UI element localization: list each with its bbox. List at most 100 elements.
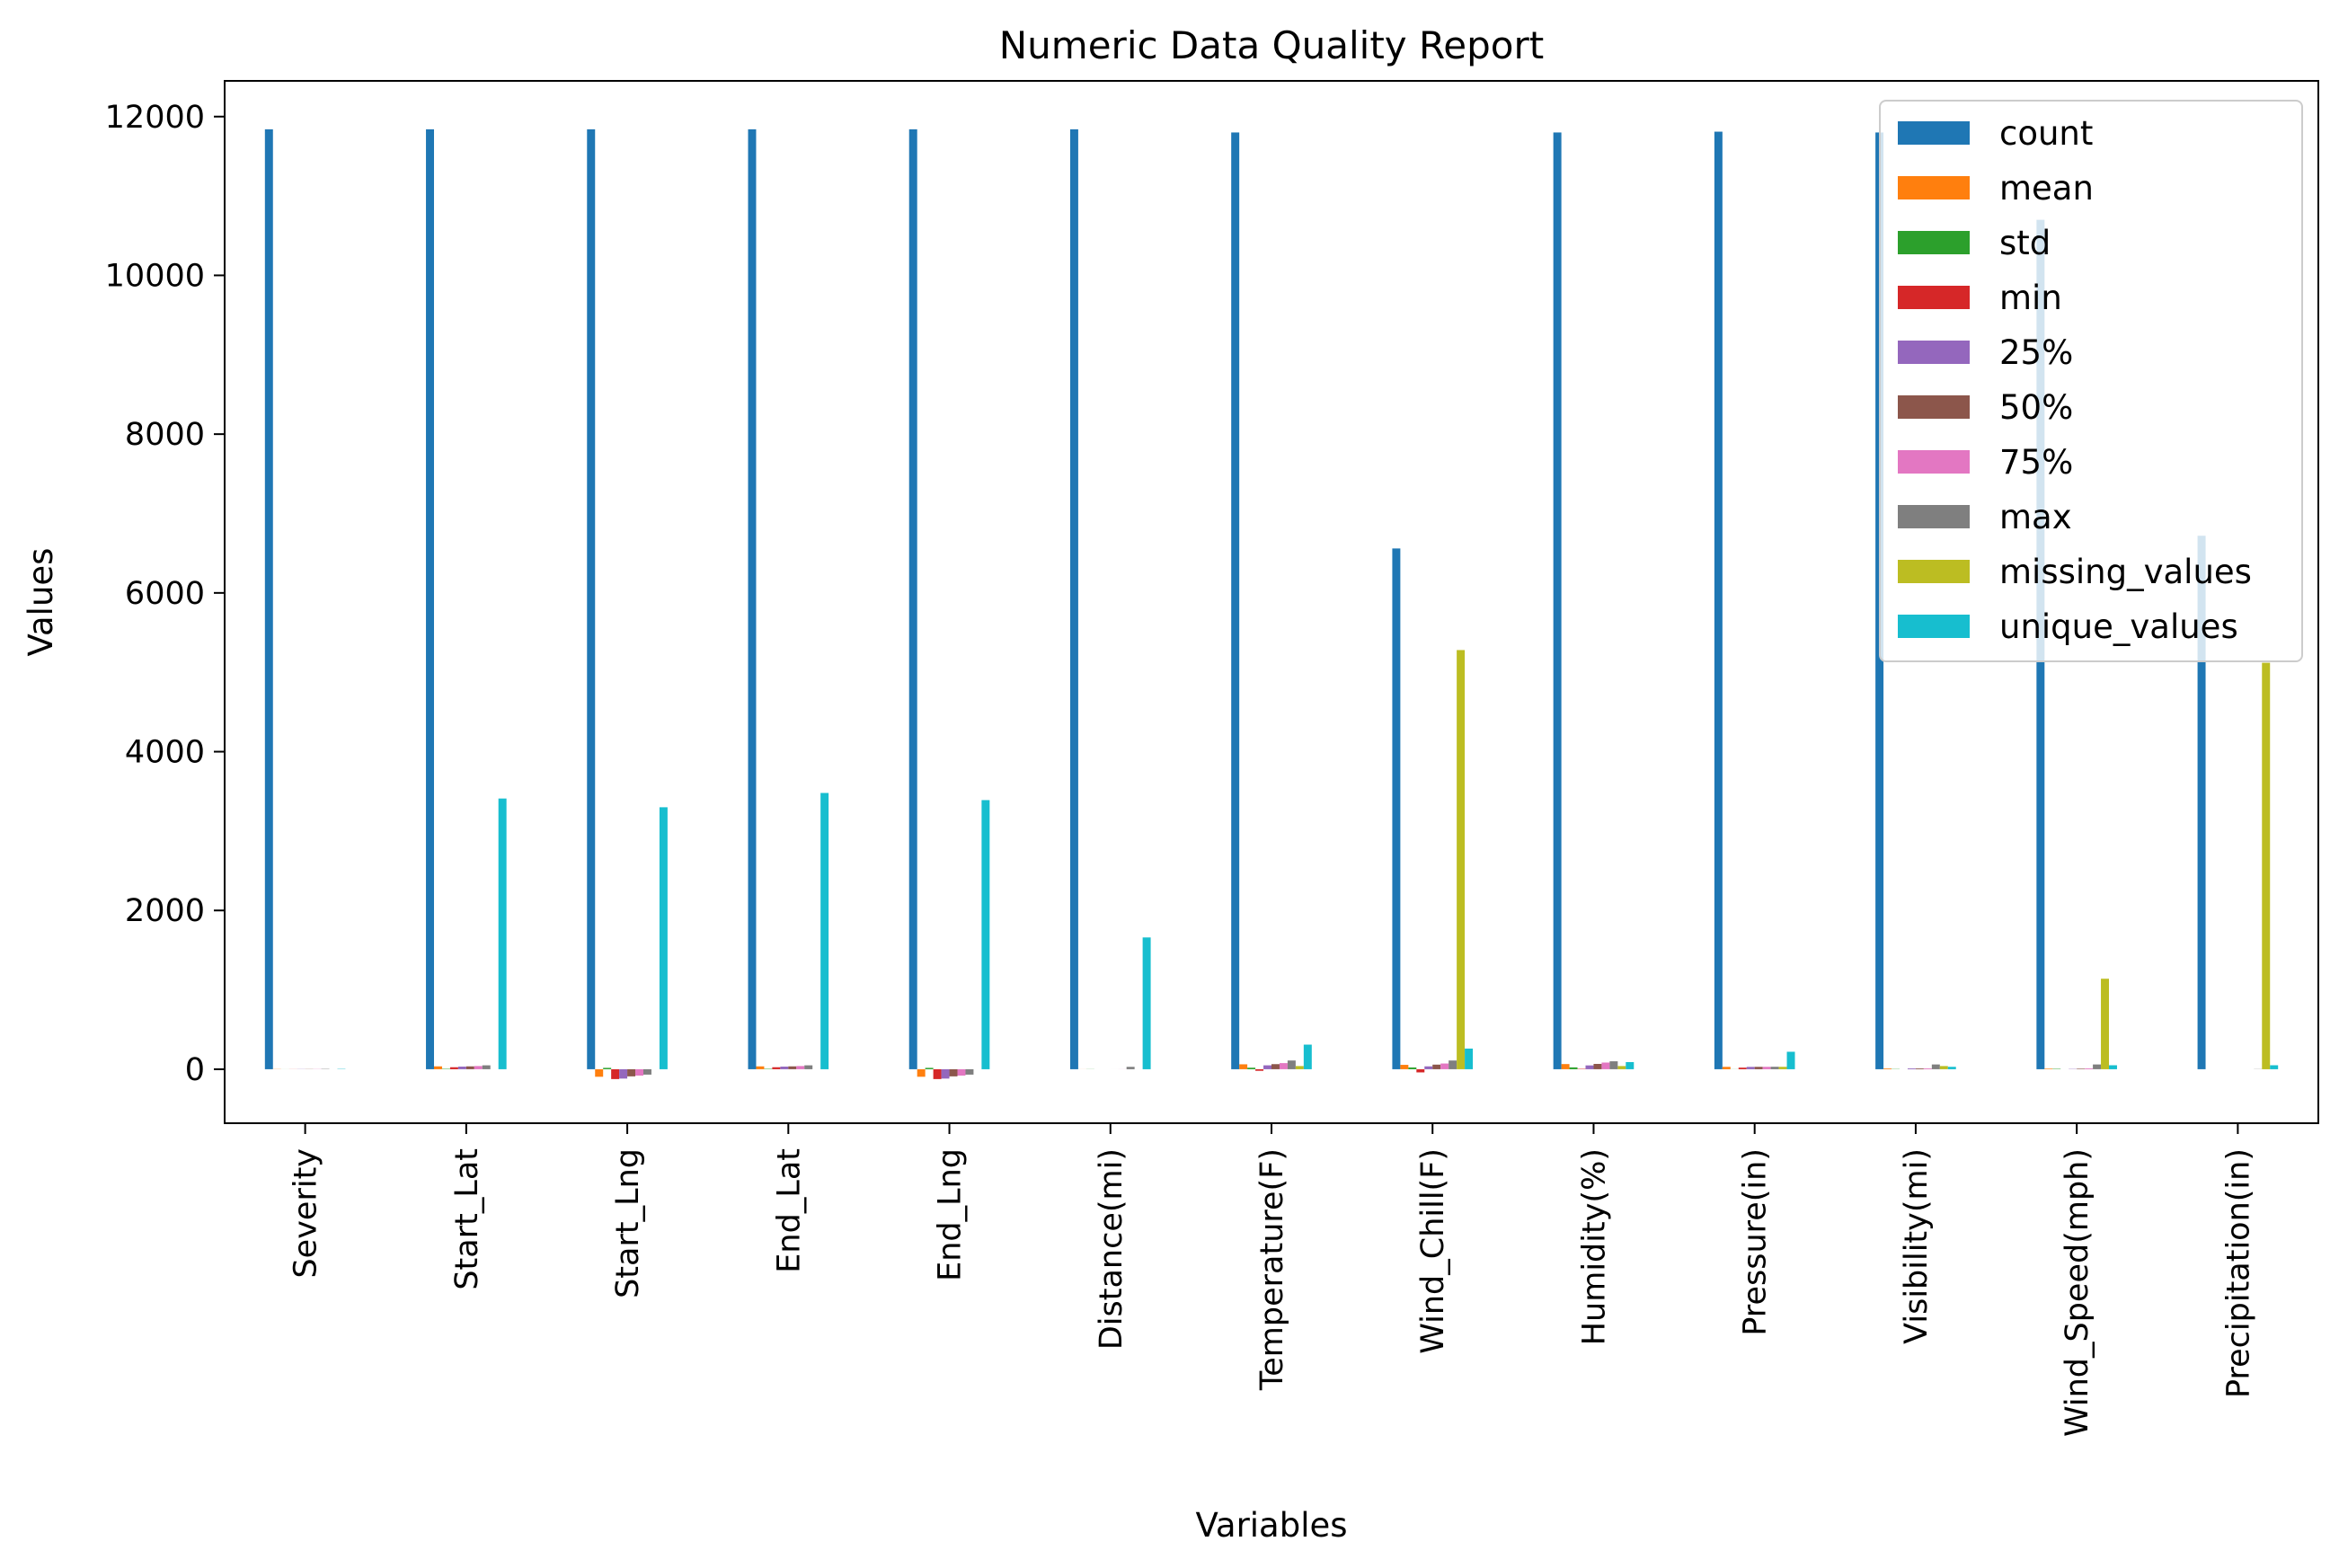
axes-layer: 0 2000 4000 6000 8000 10000 12000 Severity Start… — [105, 80, 2319, 1437]
bar-unique_values-9 — [1786, 1051, 1795, 1069]
y-tick-label: 12000 — [105, 100, 205, 136]
x-tick-label: Start_Lat — [449, 1148, 485, 1290]
y-tick-label: 6000 — [125, 576, 205, 612]
x-tick-label: End_Lng — [933, 1148, 969, 1281]
bar-max-11 — [2093, 1064, 2102, 1069]
bar-max-10 — [1931, 1064, 1940, 1069]
bar-75%-2 — [635, 1068, 643, 1076]
bar-missing_values-10 — [1939, 1066, 1948, 1069]
bars-layer — [264, 128, 2279, 1079]
legend-swatch — [1898, 560, 1970, 583]
bar-count-6 — [1231, 132, 1240, 1069]
x-tick-label: Humidity(%) — [1576, 1148, 1612, 1345]
bar-min-6 — [1255, 1068, 1264, 1071]
bar-75%-11 — [2085, 1068, 2094, 1069]
bar-min-4 — [933, 1068, 942, 1079]
bar-25%-4 — [941, 1068, 950, 1079]
bar-missing_values-11 — [2101, 979, 2109, 1069]
bar-count-7 — [1392, 548, 1401, 1069]
bar-50%-8 — [1593, 1064, 1602, 1069]
bar-mean-10 — [1883, 1068, 1892, 1069]
bar-mean-6 — [1239, 1064, 1248, 1069]
bar-unique_values-7 — [1465, 1048, 1474, 1069]
bar-mean-4 — [917, 1068, 926, 1077]
bar-std-6 — [1247, 1067, 1256, 1069]
bar-missing_values-8 — [1617, 1066, 1626, 1069]
bar-mean-9 — [1722, 1067, 1731, 1069]
bar-75%-7 — [1440, 1063, 1449, 1069]
legend-label: max — [1999, 498, 2072, 536]
legend-frame — [1879, 100, 2303, 662]
legend-swatch — [1898, 231, 1970, 254]
bar-min-2 — [611, 1068, 620, 1079]
y-tick-label: 0 — [185, 1052, 205, 1088]
bar-unique_values-6 — [1303, 1044, 1312, 1069]
bar-missing_values-12 — [2262, 662, 2271, 1069]
bar-unique_values-2 — [659, 807, 668, 1069]
legend-swatch — [1898, 450, 1970, 474]
bar-count-2 — [587, 128, 596, 1069]
bar-mean-2 — [595, 1068, 604, 1077]
bar-75%-4 — [957, 1068, 966, 1076]
bar-25%-10 — [1907, 1068, 1916, 1069]
bar-75%-3 — [796, 1066, 805, 1069]
x-tick-label: Precipitation(in) — [2220, 1148, 2256, 1398]
bar-max-7 — [1449, 1060, 1457, 1069]
x-tick-label: Start_Lng — [610, 1148, 646, 1298]
bar-25%-3 — [780, 1067, 789, 1069]
bar-25%-9 — [1746, 1067, 1755, 1069]
bar-mean-11 — [2044, 1068, 2053, 1069]
bar-std-2 — [603, 1067, 612, 1069]
x-tick-label: Pressure(in) — [1738, 1148, 1774, 1336]
bar-std-7 — [1408, 1067, 1417, 1069]
legend-swatch — [1898, 341, 1970, 364]
bar-mean-7 — [1400, 1065, 1409, 1069]
legend-swatch — [1898, 505, 1970, 528]
bar-count-5 — [1069, 128, 1078, 1069]
bar-missing_values-7 — [1457, 650, 1466, 1069]
bar-min-3 — [772, 1067, 781, 1069]
bar-75%-1 — [474, 1066, 483, 1069]
legend-label: 75% — [1999, 443, 2073, 482]
bar-unique_values-11 — [2109, 1065, 2117, 1069]
bar-50%-4 — [949, 1068, 958, 1076]
bar-count-12 — [2197, 536, 2206, 1069]
x-tick-label: Wind_Chill(F) — [1415, 1148, 1451, 1354]
x-tick-label: Visibility(mi) — [1899, 1148, 1935, 1344]
bar-unique_values-3 — [820, 793, 829, 1069]
bar-25%-6 — [1263, 1065, 1271, 1069]
bar-unique_values-10 — [1947, 1067, 1956, 1069]
bar-max-5 — [1126, 1067, 1135, 1069]
legend-label: min — [1999, 279, 2062, 317]
bar-min-1 — [449, 1067, 458, 1069]
bar-unique_values-8 — [1626, 1061, 1635, 1069]
x-tick-label: End_Lat — [771, 1148, 807, 1273]
bar-missing_values-9 — [1778, 1067, 1787, 1069]
bar-min-9 — [1738, 1067, 1747, 1069]
legend-label: mean — [1999, 169, 2094, 208]
bar-50%-3 — [788, 1066, 797, 1069]
bar-mean-3 — [756, 1066, 765, 1069]
y-tick-label: 2000 — [125, 893, 205, 929]
legend-swatch — [1898, 615, 1970, 638]
bar-75%-8 — [1601, 1062, 1610, 1069]
bar-std-8 — [1569, 1067, 1578, 1069]
bar-max-2 — [643, 1068, 651, 1075]
chart-title: Numeric Data Quality Report — [999, 23, 1544, 67]
y-axis-title: Values — [22, 548, 60, 657]
bar-50%-2 — [627, 1068, 636, 1076]
x-tick-label: Distance(mi) — [1094, 1148, 1130, 1350]
bar-25%-7 — [1424, 1066, 1433, 1069]
legend-label: 50% — [1999, 388, 2073, 427]
bar-unique_values-5 — [1142, 937, 1151, 1069]
y-tick-label: 8000 — [125, 417, 205, 453]
bar-50%-1 — [465, 1066, 474, 1069]
bar-min-7 — [1416, 1068, 1425, 1073]
bar-mean-8 — [1561, 1064, 1570, 1069]
legend: count mean std min 25% 50% 75% max missing_value… — [1879, 100, 2303, 662]
legend-label: std — [1999, 224, 2051, 262]
bar-std-4 — [925, 1067, 934, 1069]
x-tick-label: Wind_Speed(mph) — [2060, 1148, 2095, 1437]
legend-swatch — [1898, 286, 1970, 309]
bar-count-8 — [1553, 132, 1562, 1069]
